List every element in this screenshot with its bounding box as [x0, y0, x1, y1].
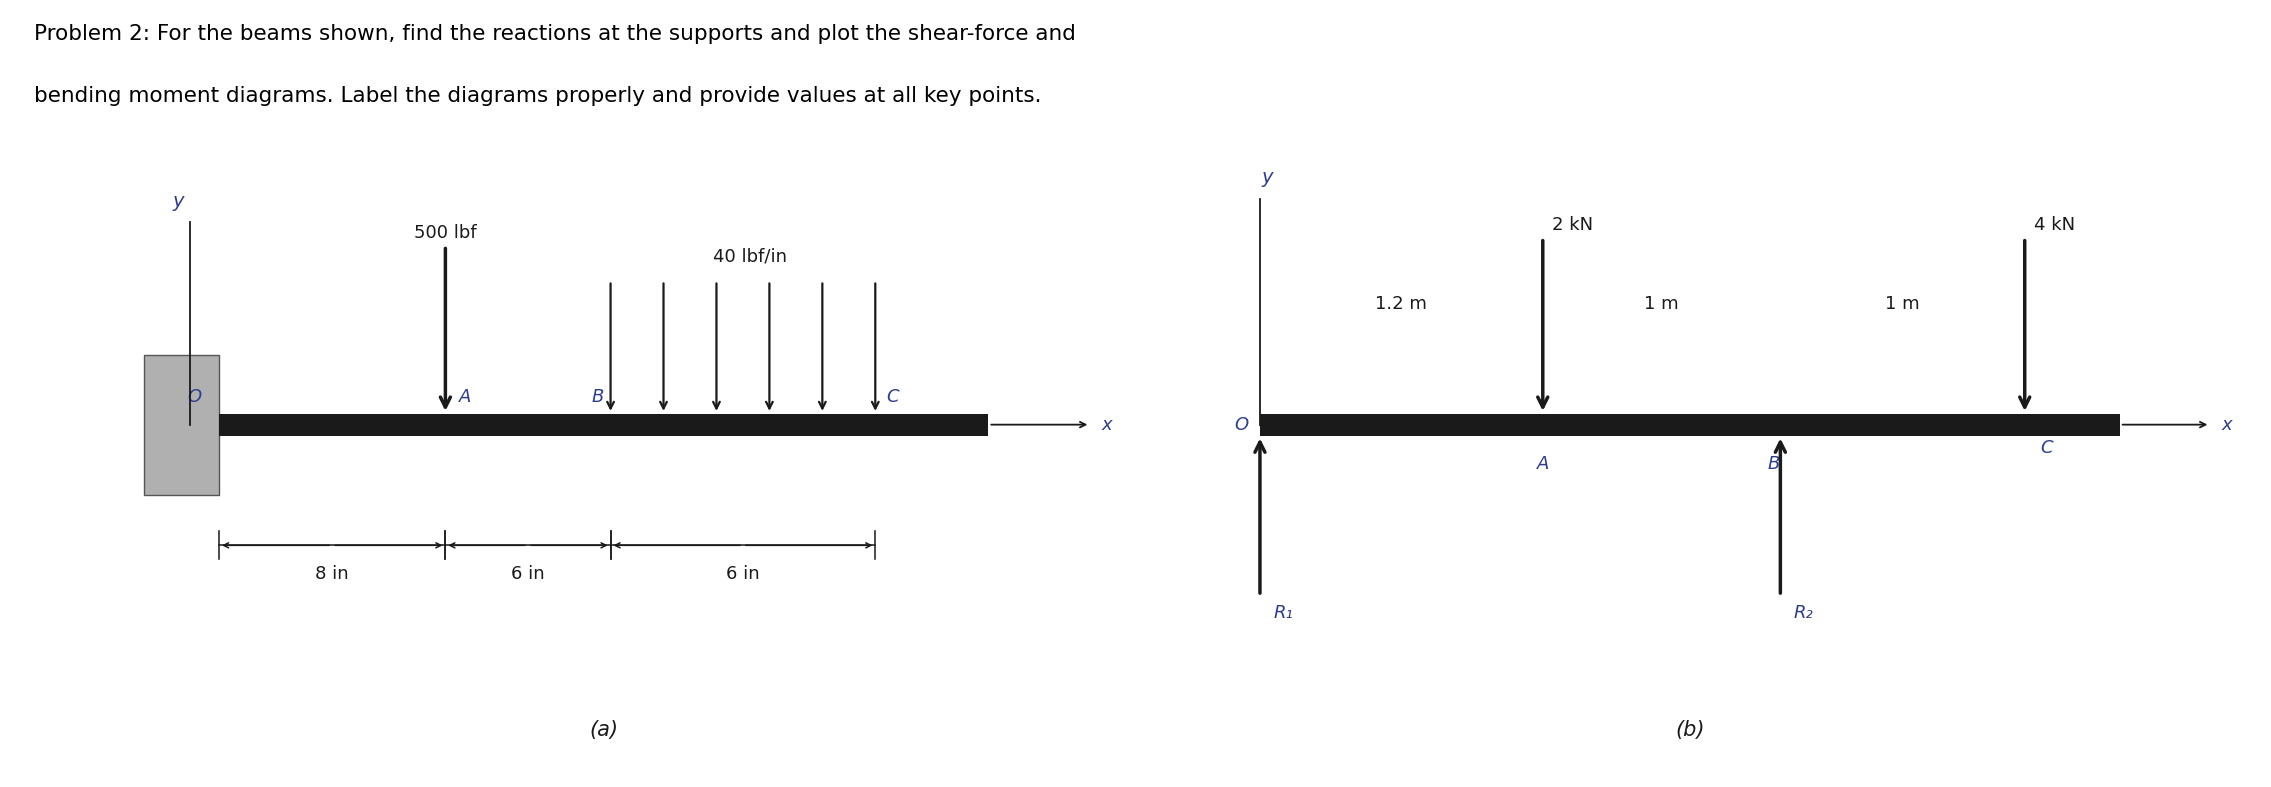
Text: A: A — [459, 388, 472, 406]
Text: 1.2 m: 1.2 m — [1376, 295, 1426, 313]
Text: 6 in: 6 in — [727, 565, 761, 583]
Text: C: C — [2042, 439, 2053, 457]
Text: O: O — [1235, 416, 1249, 434]
Bar — [1260, 414, 2119, 435]
Text: A: A — [1537, 455, 1549, 473]
Text: O: O — [186, 388, 202, 406]
Text: C: C — [886, 388, 899, 406]
Text: x: x — [1101, 416, 1113, 434]
Text: 40 lbf/in: 40 lbf/in — [713, 247, 786, 265]
Text: 1 m: 1 m — [1644, 295, 1678, 313]
Bar — [218, 414, 988, 435]
Bar — [145, 355, 218, 495]
Text: R₂: R₂ — [1794, 604, 1815, 622]
Text: (a): (a) — [588, 720, 618, 740]
Text: 500 lbf: 500 lbf — [413, 224, 477, 242]
Text: bending moment diagrams. Label the diagrams properly and provide values at all k: bending moment diagrams. Label the diagr… — [34, 86, 1040, 106]
Text: B: B — [590, 388, 604, 406]
Text: Problem 2: For the beams shown, find the reactions at the supports and plot the : Problem 2: For the beams shown, find the… — [34, 24, 1076, 43]
Text: B: B — [1767, 455, 1780, 473]
Text: 6 in: 6 in — [511, 565, 545, 583]
Text: 1 m: 1 m — [1885, 295, 1919, 313]
Text: x: x — [2221, 416, 2232, 434]
Text: R₁: R₁ — [1274, 604, 1292, 622]
Text: y: y — [173, 191, 184, 210]
Text: 8 in: 8 in — [316, 565, 350, 583]
Text: y: y — [1260, 168, 1272, 187]
Text: 2 kN: 2 kN — [1551, 216, 1592, 234]
Text: (b): (b) — [1676, 720, 1706, 740]
Text: 4 kN: 4 kN — [2035, 216, 2076, 234]
